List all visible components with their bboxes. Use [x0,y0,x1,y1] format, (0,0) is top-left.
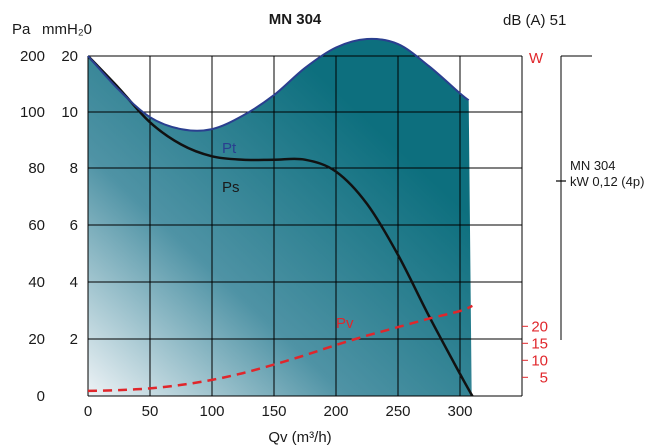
y-tick-label-mmh2o: 8 [70,160,78,177]
y-tick-label-pa: 80 [28,160,45,177]
power-tick-label: 5 [540,369,548,386]
pt-series-label: Pt [222,140,237,157]
y-axis-label-mmh2o: mmH₂0 [42,21,92,38]
pt-curve [87,37,470,132]
y-tick-label-pa: 0 [37,388,45,405]
noise-level-label: dB (A) 51 [503,12,566,29]
y-tick-label-mmh2o: 20 [61,48,78,65]
y-tick-label-mmh2o: 4 [70,274,78,291]
chart-title: MN 304 [269,11,322,28]
y-tick-label-pa: 40 [28,274,45,291]
y-tick-label-pa: 60 [28,217,45,234]
motor-spec-label: kW 0,12 (4p) [570,174,644,189]
y-tick-label-pa: 20 [28,331,45,348]
pv-series-label: Pv [336,315,354,332]
x-tick-label: 0 [84,403,92,420]
pressure-area-fill [88,38,472,396]
x-tick-label: 100 [199,403,224,420]
x-tick-label: 50 [142,403,159,420]
x-tick-label: 300 [447,403,472,420]
y-tick-label-pa: 100 [20,104,45,121]
y-tick-label-pa: 200 [20,48,45,65]
motor-model-label: MN 304 [570,158,616,173]
x-tick-label: 150 [261,403,286,420]
y-axis-label-pa: Pa [12,21,31,38]
x-axis-label: Qv (m³/h) [268,429,331,446]
y-tick-label-mmh2o: 10 [61,104,78,121]
power-axis-label: W [529,50,544,67]
pv-curve [87,304,473,393]
power-tick-label: 10 [531,352,548,369]
x-tick-label: 250 [385,403,410,420]
power-tick-label: 20 [531,318,548,335]
y-tick-label-mmh2o: 2 [70,331,78,348]
y-tick-label-mmh2o: 6 [70,217,78,234]
power-tick-label: 15 [531,335,548,352]
x-tick-label: 200 [323,403,348,420]
ps-curve [87,55,474,397]
ps-series-label: Ps [222,179,240,196]
